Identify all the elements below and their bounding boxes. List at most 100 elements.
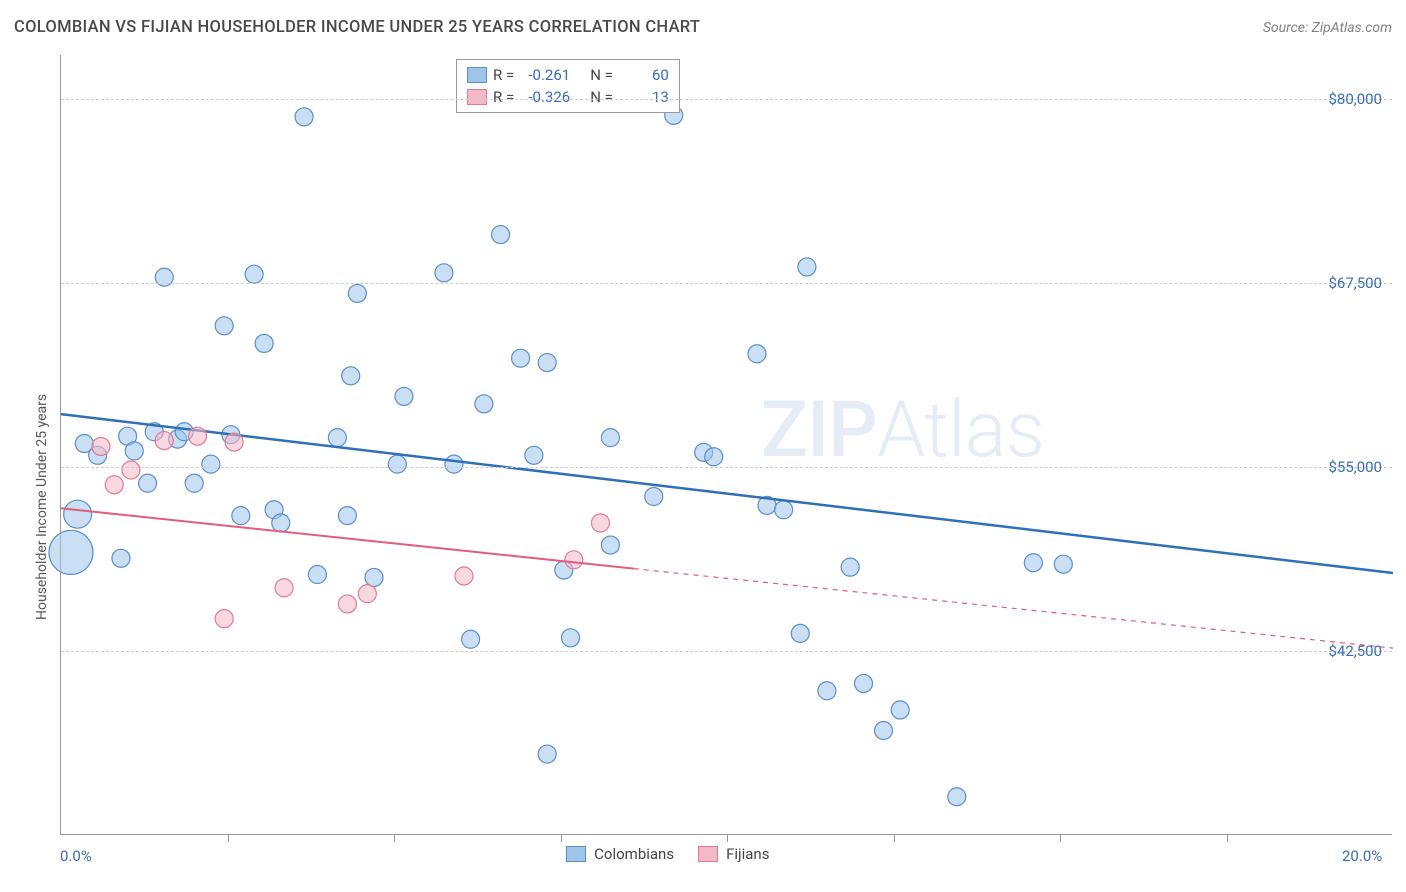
n-label-1: N =: [590, 86, 613, 108]
scatter-point: [525, 446, 543, 464]
scatter-point: [445, 455, 463, 473]
x-axis-min-label: 0.0%: [60, 847, 92, 865]
scatter-point: [225, 433, 243, 451]
y-axis-title: Householder Income Under 25 years: [34, 394, 50, 620]
r-value-1: -0.326: [520, 86, 570, 108]
chart-svg: [61, 55, 1392, 834]
scatter-point: [601, 429, 619, 447]
scatter-point: [705, 448, 723, 466]
scatter-point: [348, 284, 366, 302]
scatter-point: [358, 585, 376, 603]
scatter-point: [791, 624, 809, 642]
scatter-point: [565, 551, 583, 569]
scatter-point: [891, 701, 909, 719]
scatter-point: [948, 788, 966, 806]
r-label-1: R =: [493, 86, 514, 108]
scatter-point: [308, 566, 326, 584]
y-tick-label: $55,000: [1328, 458, 1382, 476]
scatter-point: [538, 745, 556, 763]
series-legend-fijians: Fijians: [698, 845, 769, 863]
swatch-fijians-bottom-icon: [698, 846, 718, 862]
scatter-point: [189, 427, 207, 445]
scatter-point: [455, 567, 473, 585]
scatter-point: [92, 437, 110, 455]
scatter-point: [462, 630, 480, 648]
scatter-point: [272, 514, 290, 532]
grid-line: [61, 99, 1392, 100]
scatter-point: [215, 317, 233, 335]
scatter-point: [645, 488, 663, 506]
r-label-0: R =: [493, 64, 514, 86]
grid-line: [61, 651, 1392, 652]
series-label-colombians: Colombians: [594, 845, 674, 863]
y-tick-label: $42,500: [1328, 642, 1382, 660]
scatter-point: [338, 595, 356, 613]
scatter-point: [388, 455, 406, 473]
scatter-point: [215, 610, 233, 628]
scatter-point: [1054, 555, 1072, 573]
y-tick-label: $67,500: [1328, 274, 1382, 292]
chart-source: Source: ZipAtlas.com: [1263, 20, 1392, 36]
scatter-point: [64, 500, 92, 528]
scatter-point: [328, 429, 346, 447]
grid-line: [61, 467, 1392, 468]
scatter-point: [112, 549, 130, 567]
scatter-point: [841, 558, 859, 576]
scatter-point: [245, 265, 263, 283]
trend-line: [61, 414, 1393, 573]
scatter-point: [125, 442, 143, 460]
swatch-colombians-icon: [467, 67, 487, 83]
scatter-point: [748, 345, 766, 363]
x-axis-max-label: 20.0%: [1342, 847, 1382, 865]
n-value-0: 60: [619, 64, 669, 86]
scatter-point: [395, 387, 413, 405]
correlation-legend: R = -0.261 N = 60 R = -0.326 N = 13: [456, 59, 680, 113]
series-legend: Colombians Fijians: [566, 845, 769, 863]
scatter-point: [538, 354, 556, 372]
scatter-point: [105, 476, 123, 494]
plot-area: ZIPAtlas R = -0.261 N = 60 R = -0.326 N …: [60, 55, 1392, 835]
r-value-0: -0.261: [520, 64, 570, 86]
scatter-point: [255, 334, 273, 352]
y-tick-label: $80,000: [1328, 90, 1382, 108]
grid-line: [61, 283, 1392, 284]
scatter-point: [139, 474, 157, 492]
scatter-point: [875, 722, 893, 740]
scatter-point: [365, 568, 383, 586]
scatter-point: [561, 629, 579, 647]
chart-title: COLOMBIAN VS FIJIAN HOUSEHOLDER INCOME U…: [14, 18, 700, 37]
scatter-point: [601, 536, 619, 554]
scatter-point: [591, 514, 609, 532]
scatter-point: [435, 264, 453, 282]
scatter-point: [798, 258, 816, 276]
scatter-point: [338, 507, 356, 525]
scatter-point: [1024, 554, 1042, 572]
scatter-point: [185, 474, 203, 492]
scatter-point: [775, 501, 793, 519]
scatter-point: [492, 226, 510, 244]
correlation-legend-row-1: R = -0.326 N = 13: [467, 86, 669, 108]
x-tick: [561, 834, 562, 842]
scatter-point: [232, 507, 250, 525]
scatter-point: [275, 579, 293, 597]
scatter-point: [295, 108, 313, 126]
x-tick: [394, 834, 395, 842]
n-value-1: 13: [619, 86, 669, 108]
scatter-point: [818, 682, 836, 700]
scatter-point: [512, 349, 530, 367]
scatter-point: [122, 461, 140, 479]
x-tick: [727, 834, 728, 842]
scatter-point: [49, 530, 93, 574]
trend-line-extrapolated: [634, 569, 1393, 648]
correlation-legend-row-0: R = -0.261 N = 60: [467, 64, 669, 86]
x-tick: [1060, 834, 1061, 842]
swatch-colombians-bottom-icon: [566, 846, 586, 862]
scatter-point: [155, 432, 173, 450]
chart-header: COLOMBIAN VS FIJIAN HOUSEHOLDER INCOME U…: [14, 18, 1392, 37]
swatch-fijians-icon: [467, 89, 487, 105]
scatter-point: [342, 367, 360, 385]
scatter-point: [855, 674, 873, 692]
scatter-point: [475, 395, 493, 413]
series-label-fijians: Fijians: [726, 845, 769, 863]
scatter-point: [202, 455, 220, 473]
